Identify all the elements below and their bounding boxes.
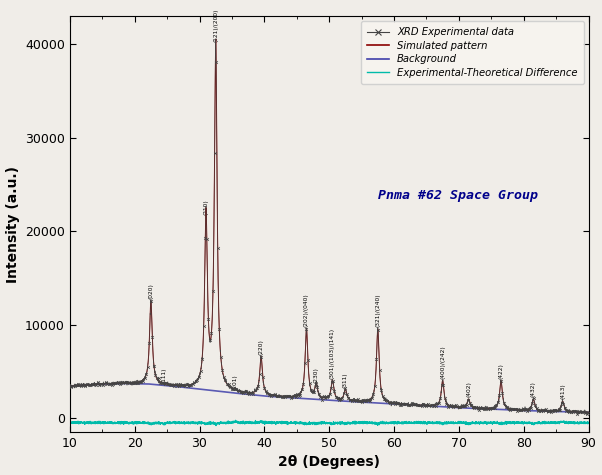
Experimental-Theoretical Difference xyxy=(265,419,272,425)
XRD Experimental data xyxy=(213,59,220,65)
Text: (210): (210) xyxy=(203,200,208,215)
Line: Experimental-Theoretical Difference: Experimental-Theoretical Difference xyxy=(70,420,589,426)
Text: (121)/(200): (121)/(200) xyxy=(213,9,218,42)
Text: (402): (402) xyxy=(466,381,471,398)
Simulated pattern xyxy=(212,37,219,42)
Experimental-Theoretical Difference xyxy=(404,419,411,425)
X-axis label: 2θ (Degrees): 2θ (Degrees) xyxy=(278,456,380,469)
Text: (301)/(103)/(141): (301)/(103)/(141) xyxy=(330,328,335,379)
XRD Experimental data xyxy=(583,411,590,417)
XRD Experimental data xyxy=(265,392,273,398)
XRD Experimental data xyxy=(585,410,592,416)
Text: (311): (311) xyxy=(343,372,348,388)
Simulated pattern xyxy=(66,383,73,389)
Experimental-Theoretical Difference xyxy=(232,418,239,423)
Text: (201): (201) xyxy=(232,374,238,390)
Text: (400)/(242): (400)/(242) xyxy=(440,345,445,379)
Background xyxy=(453,405,461,410)
Experimental-Theoretical Difference xyxy=(585,420,592,426)
Line: XRD Experimental data: XRD Experimental data xyxy=(69,61,589,415)
Background xyxy=(493,407,500,412)
Line: Simulated pattern: Simulated pattern xyxy=(70,39,589,412)
Simulated pattern xyxy=(377,385,385,391)
Experimental-Theoretical Difference xyxy=(377,419,385,425)
Simulated pattern xyxy=(493,403,500,409)
Y-axis label: Intensity (a.u.): Intensity (a.u.) xyxy=(5,165,19,283)
Line: Background: Background xyxy=(70,383,589,412)
Background xyxy=(585,409,592,415)
Text: (432): (432) xyxy=(531,381,536,398)
Background xyxy=(118,380,125,386)
Experimental-Theoretical Difference xyxy=(493,420,500,426)
XRD Experimental data xyxy=(404,402,411,408)
Text: (111): (111) xyxy=(161,368,166,383)
Text: (422): (422) xyxy=(498,363,503,379)
XRD Experimental data xyxy=(511,406,518,411)
XRD Experimental data xyxy=(66,383,73,389)
Background xyxy=(161,382,168,388)
Experimental-Theoretical Difference xyxy=(453,421,461,427)
Text: (413): (413) xyxy=(560,383,565,399)
Text: (321)/(240): (321)/(240) xyxy=(375,294,380,327)
XRD Experimental data xyxy=(173,383,181,389)
XRD Experimental data xyxy=(356,399,363,404)
Simulated pattern xyxy=(403,401,411,407)
Text: (020): (020) xyxy=(148,284,154,299)
Simulated pattern xyxy=(161,380,168,386)
Simulated pattern xyxy=(585,409,592,415)
Simulated pattern xyxy=(264,391,272,397)
Text: Pnma #62 Space Group: Pnma #62 Space Group xyxy=(379,189,538,202)
Text: (230): (230) xyxy=(314,368,318,383)
Experimental-Theoretical Difference xyxy=(161,421,168,427)
Background xyxy=(377,400,385,406)
Text: (202)/(040): (202)/(040) xyxy=(304,294,309,327)
Experimental-Theoretical Difference xyxy=(213,423,220,428)
Background xyxy=(403,402,411,408)
Text: (220): (220) xyxy=(259,340,264,355)
Legend: XRD Experimental data, Simulated pattern, Background, Experimental-Theoretical D: XRD Experimental data, Simulated pattern… xyxy=(361,21,583,84)
Experimental-Theoretical Difference xyxy=(66,420,73,426)
Background xyxy=(66,383,73,389)
Simulated pattern xyxy=(453,404,461,410)
Background xyxy=(264,393,272,399)
XRD Experimental data xyxy=(373,356,380,362)
